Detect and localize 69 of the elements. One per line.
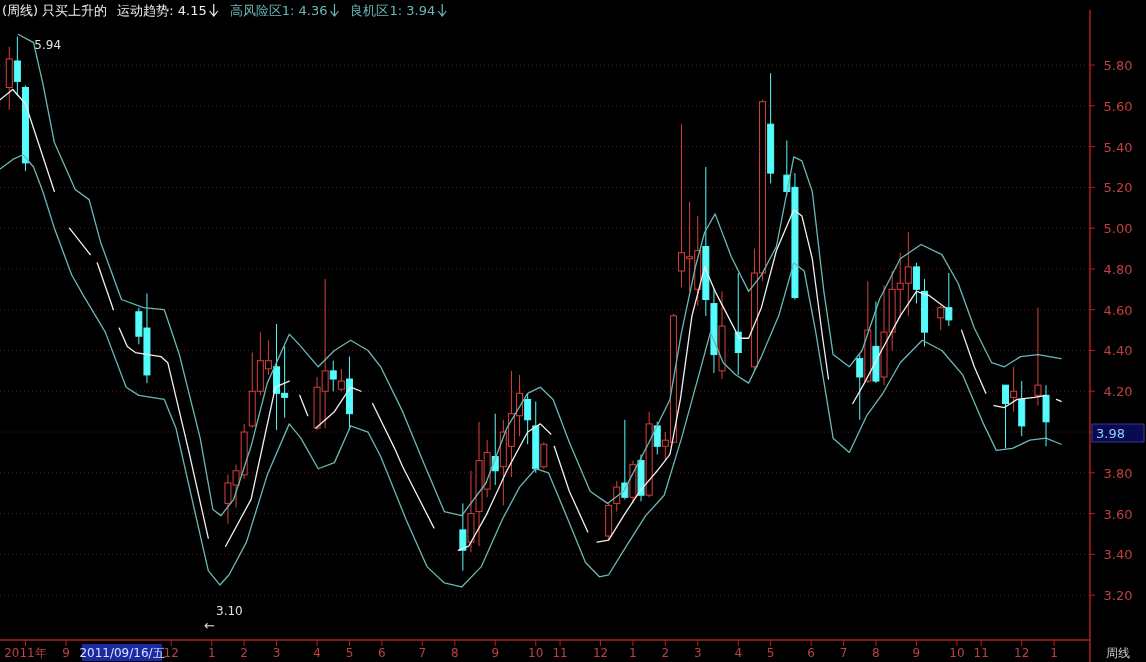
y-tick-label: 3.80 — [1103, 465, 1133, 481]
line-series — [0, 154, 1062, 588]
y-tick-label: 4.80 — [1103, 261, 1133, 277]
y-tick-label: 5.00 — [1103, 221, 1133, 237]
x-tick-label: 6 — [378, 646, 386, 660]
candlestick — [872, 301, 880, 384]
x-tick-label: 2011年 — [4, 646, 47, 660]
x-tick-label: 7 — [418, 646, 427, 660]
y-tick-label: 4.40 — [1103, 343, 1133, 359]
x-tick-label: 11 — [973, 646, 989, 660]
x-tick-label: 9 — [491, 646, 500, 660]
x-tick-label: 10 — [949, 646, 965, 660]
candlestick — [767, 72, 775, 184]
y-tick-label: 3.20 — [1103, 588, 1133, 604]
annotation: 5.94 — [34, 37, 62, 52]
y-tick-label: 5.20 — [1103, 180, 1133, 196]
candlestick — [540, 441, 548, 470]
x-tick-label: 8 — [872, 646, 880, 660]
candlestick — [645, 411, 653, 498]
y-tick-label: 3.60 — [1103, 506, 1133, 522]
candlestick — [459, 502, 467, 572]
legend-label: 高风险区1: 4.36 — [229, 3, 328, 18]
x-tick-label: 8 — [450, 646, 459, 660]
annotation: 3.10 — [216, 604, 243, 618]
x-tick-label: 6 — [807, 646, 815, 660]
candlestick — [467, 470, 475, 553]
x-tick-label: 2 — [661, 646, 670, 660]
y-tick-label: 5.80 — [1103, 58, 1133, 74]
x-tick-label: 1 — [1050, 646, 1058, 660]
x-tick-label: 4 — [734, 646, 743, 660]
chart-title: (周线) 只买上升的 — [2, 3, 108, 18]
y-tick-label: 3.40 — [1103, 547, 1133, 563]
annotation: ← — [204, 618, 215, 633]
text: 周线 — [1106, 646, 1130, 660]
x-tick-label: 4 — [313, 646, 321, 660]
candlestick — [637, 453, 645, 502]
x-tick-label: 12 — [592, 646, 609, 660]
x-tick-label: 5 — [345, 646, 354, 660]
y-tick-label: 5.40 — [1103, 139, 1133, 155]
candlestick — [1034, 307, 1042, 407]
x-tick-label: 12 — [1014, 646, 1030, 660]
x-tick-label: 1 — [207, 646, 216, 660]
candlestick — [329, 360, 337, 392]
legend-label: 运动趋势: 4.15 — [117, 3, 207, 18]
x-tick-label: 2 — [240, 646, 248, 660]
x-tick-label: 3 — [272, 646, 281, 660]
candlestick — [629, 460, 637, 504]
legend-label: 良机区1: 3.94 — [350, 3, 436, 18]
y-tick-label: 4.20 — [1103, 384, 1133, 400]
candlestick — [1010, 366, 1018, 413]
text: 3.98 — [1096, 426, 1125, 441]
x-tick-label: 9 — [62, 646, 70, 660]
candlestick — [1018, 380, 1026, 437]
candlestick — [734, 272, 742, 376]
candlestick — [1042, 384, 1050, 447]
x-tick-label: 10 — [528, 646, 544, 660]
x-tick-label: 7 — [839, 646, 848, 660]
line-series — [17, 33, 1062, 517]
candlestick — [5, 46, 13, 111]
x-tick-label: 3 — [693, 646, 702, 660]
y-tick-label: 5.60 — [1103, 98, 1133, 114]
candlestick — [718, 290, 726, 380]
candlestick — [702, 166, 710, 317]
x-tick-label: 11 — [552, 646, 568, 660]
y-tick-label: 4.60 — [1103, 302, 1133, 318]
x-tick-label: 5 — [766, 646, 775, 660]
x-tick-label: 1 — [629, 646, 637, 660]
candlestick — [710, 288, 718, 374]
x-tick-label: 9 — [912, 646, 921, 660]
